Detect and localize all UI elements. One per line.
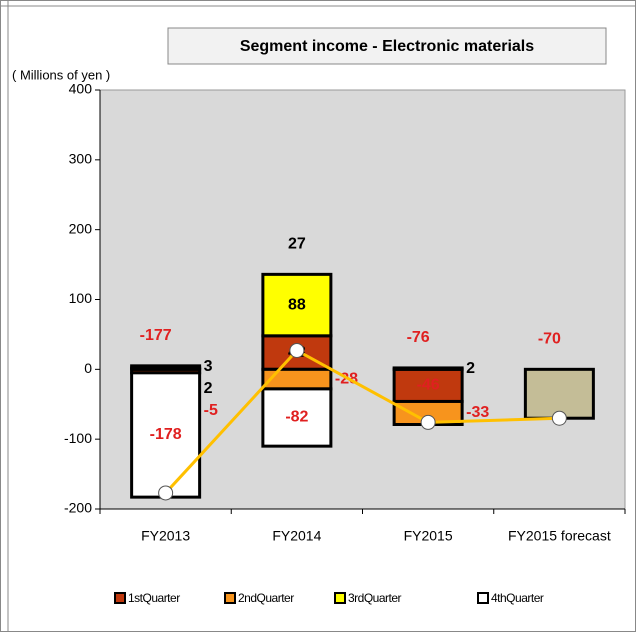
legend-swatch — [114, 592, 126, 604]
x-tick-label: FY2015 — [404, 528, 453, 544]
total-label: -70 — [538, 331, 561, 348]
total-label: -177 — [140, 327, 172, 344]
title-box — [167, 27, 607, 65]
bar-segment — [130, 364, 202, 370]
segment-label: -5 — [204, 402, 218, 419]
total-label: 27 — [288, 236, 306, 253]
y-tick-label: 200 — [69, 220, 93, 236]
total-point — [420, 414, 436, 430]
segment-label: -46 — [417, 377, 440, 394]
y-tick-label: 300 — [69, 151, 93, 167]
y-tick-label: 0 — [84, 360, 92, 376]
legend-label: 3rdQuarter — [348, 591, 402, 605]
y-tick-label: 100 — [69, 290, 93, 306]
segment-label: 2 — [466, 360, 475, 377]
legend-label: 2ndQuarter — [238, 591, 294, 605]
total-point — [289, 342, 305, 358]
segment-label: 2 — [204, 380, 213, 397]
segment-label: -178 — [150, 426, 182, 443]
total-line — [164, 348, 560, 494]
bar-segment — [261, 367, 333, 391]
bar-segment — [261, 387, 333, 448]
legend-label: 1stQuarter — [128, 591, 180, 605]
y-axis-label: ( Millions of yen ) — [12, 67, 110, 82]
legend-swatch — [224, 592, 236, 604]
segment-label: 3 — [204, 358, 213, 375]
legend-swatch — [477, 592, 489, 604]
y-tick-label: 400 — [69, 81, 93, 97]
forecast-bar — [523, 367, 595, 420]
x-tick-label: FY2013 — [141, 528, 190, 544]
x-tick-label: FY2014 — [272, 528, 321, 544]
total-label: -76 — [407, 329, 430, 346]
bar-segment — [261, 272, 333, 338]
legend-swatch — [334, 592, 346, 604]
segment-label: -82 — [285, 409, 308, 426]
x-tick-label: FY2015 forecast — [508, 528, 611, 544]
segment-label: 88 — [288, 296, 306, 313]
total-point — [551, 410, 567, 426]
y-tick-label: -200 — [64, 500, 92, 516]
bar-segment — [392, 366, 464, 371]
y-tick-label: -100 — [64, 430, 92, 446]
legend-label: 4thQuarter — [491, 591, 544, 605]
segment-label: -33 — [466, 404, 489, 421]
total-point — [158, 485, 174, 501]
chart-title: Segment income - Electronic materials — [240, 38, 534, 55]
